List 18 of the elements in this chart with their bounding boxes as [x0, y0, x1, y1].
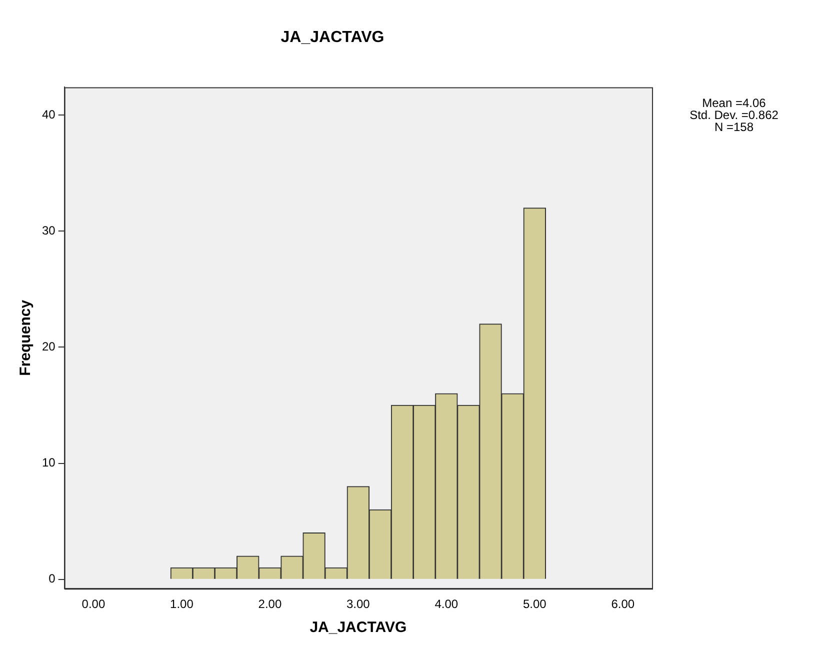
text: Mean =4.06: [702, 96, 766, 110]
y-tick-label: 0: [48, 572, 56, 586]
text: Std. Dev. =0.862: [690, 108, 779, 122]
y-tick-label: 30: [42, 223, 56, 238]
x-tick-label: 5.00: [522, 597, 547, 612]
y-tick-label: 40: [42, 107, 56, 122]
y-tick-label: 10: [42, 456, 56, 470]
x-tick-label: 6.00: [611, 597, 635, 612]
x-tick-label: 1.00: [170, 597, 194, 612]
y-tick-label: 20: [42, 340, 56, 354]
chart-title: JA_JACTAVG: [280, 29, 384, 46]
x-tick-label: 3.00: [346, 597, 370, 612]
text: N =158: [714, 120, 754, 134]
x-axis-title: JA_JACTAVG: [310, 619, 407, 636]
x-tick-label: 0.00: [82, 597, 106, 612]
x-tick-label: 4.00: [434, 597, 458, 612]
y-axis-title: Frequency: [17, 299, 34, 376]
x-tick-label: 2.00: [258, 597, 282, 612]
